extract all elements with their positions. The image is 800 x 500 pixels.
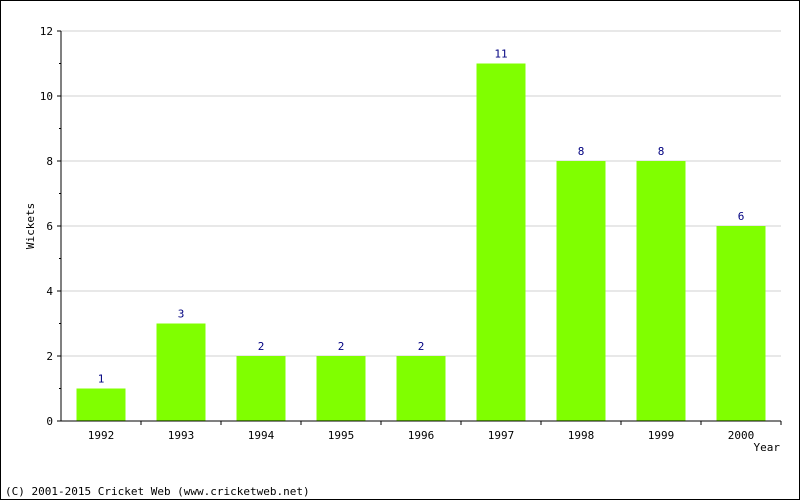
data-label: 8: [578, 145, 585, 158]
y-axis-title: Wickets: [24, 203, 37, 249]
data-label: 2: [418, 340, 425, 353]
data-label: 2: [258, 340, 265, 353]
data-label: 6: [738, 210, 745, 223]
data-labels: 1 3 2 2 2 11 8 8 6: [98, 48, 745, 386]
y-tick-label: 6: [46, 220, 53, 233]
bar: [396, 356, 446, 421]
x-tick-label: 1997: [488, 429, 515, 442]
y-tick-label: 4: [46, 285, 53, 298]
x-tick-label: 2000: [728, 429, 755, 442]
data-label: 8: [658, 145, 665, 158]
data-label: 11: [494, 48, 507, 61]
y-tick-label: 0: [46, 415, 53, 428]
bar: [76, 388, 126, 421]
x-tick-label: 1999: [648, 429, 675, 442]
data-label: 2: [338, 340, 345, 353]
y-tick-label: 10: [40, 90, 53, 103]
x-tick-label: 1995: [328, 429, 355, 442]
y-tick-label: 8: [46, 155, 53, 168]
bar: [316, 356, 366, 421]
x-axis-title: Year: [754, 441, 781, 454]
y-tick-label: 12: [40, 25, 53, 38]
bar: [156, 323, 206, 421]
x-tick-label: 1996: [408, 429, 435, 442]
bars: [76, 63, 766, 421]
x-tick-label: 1993: [168, 429, 195, 442]
y-tick-label: 2: [46, 350, 53, 363]
data-label: 3: [178, 308, 185, 321]
copyright-text: (C) 2001-2015 Cricket Web (www.cricketwe…: [5, 485, 310, 498]
x-tick-labels: 1992 1993 1994 1995 1996 1997 1998 1999 2000: [88, 421, 782, 442]
x-tick-label: 1998: [568, 429, 595, 442]
bar: [716, 226, 766, 421]
bar: [476, 63, 526, 421]
x-tick-label: 1992: [88, 429, 115, 442]
bar: [636, 161, 686, 421]
bar: [236, 356, 286, 421]
x-tick-label: 1994: [248, 429, 275, 442]
bar: [556, 161, 606, 421]
y-tick-labels: 0 2 4 6 8 10 12: [40, 25, 61, 428]
data-label: 1: [98, 373, 105, 386]
